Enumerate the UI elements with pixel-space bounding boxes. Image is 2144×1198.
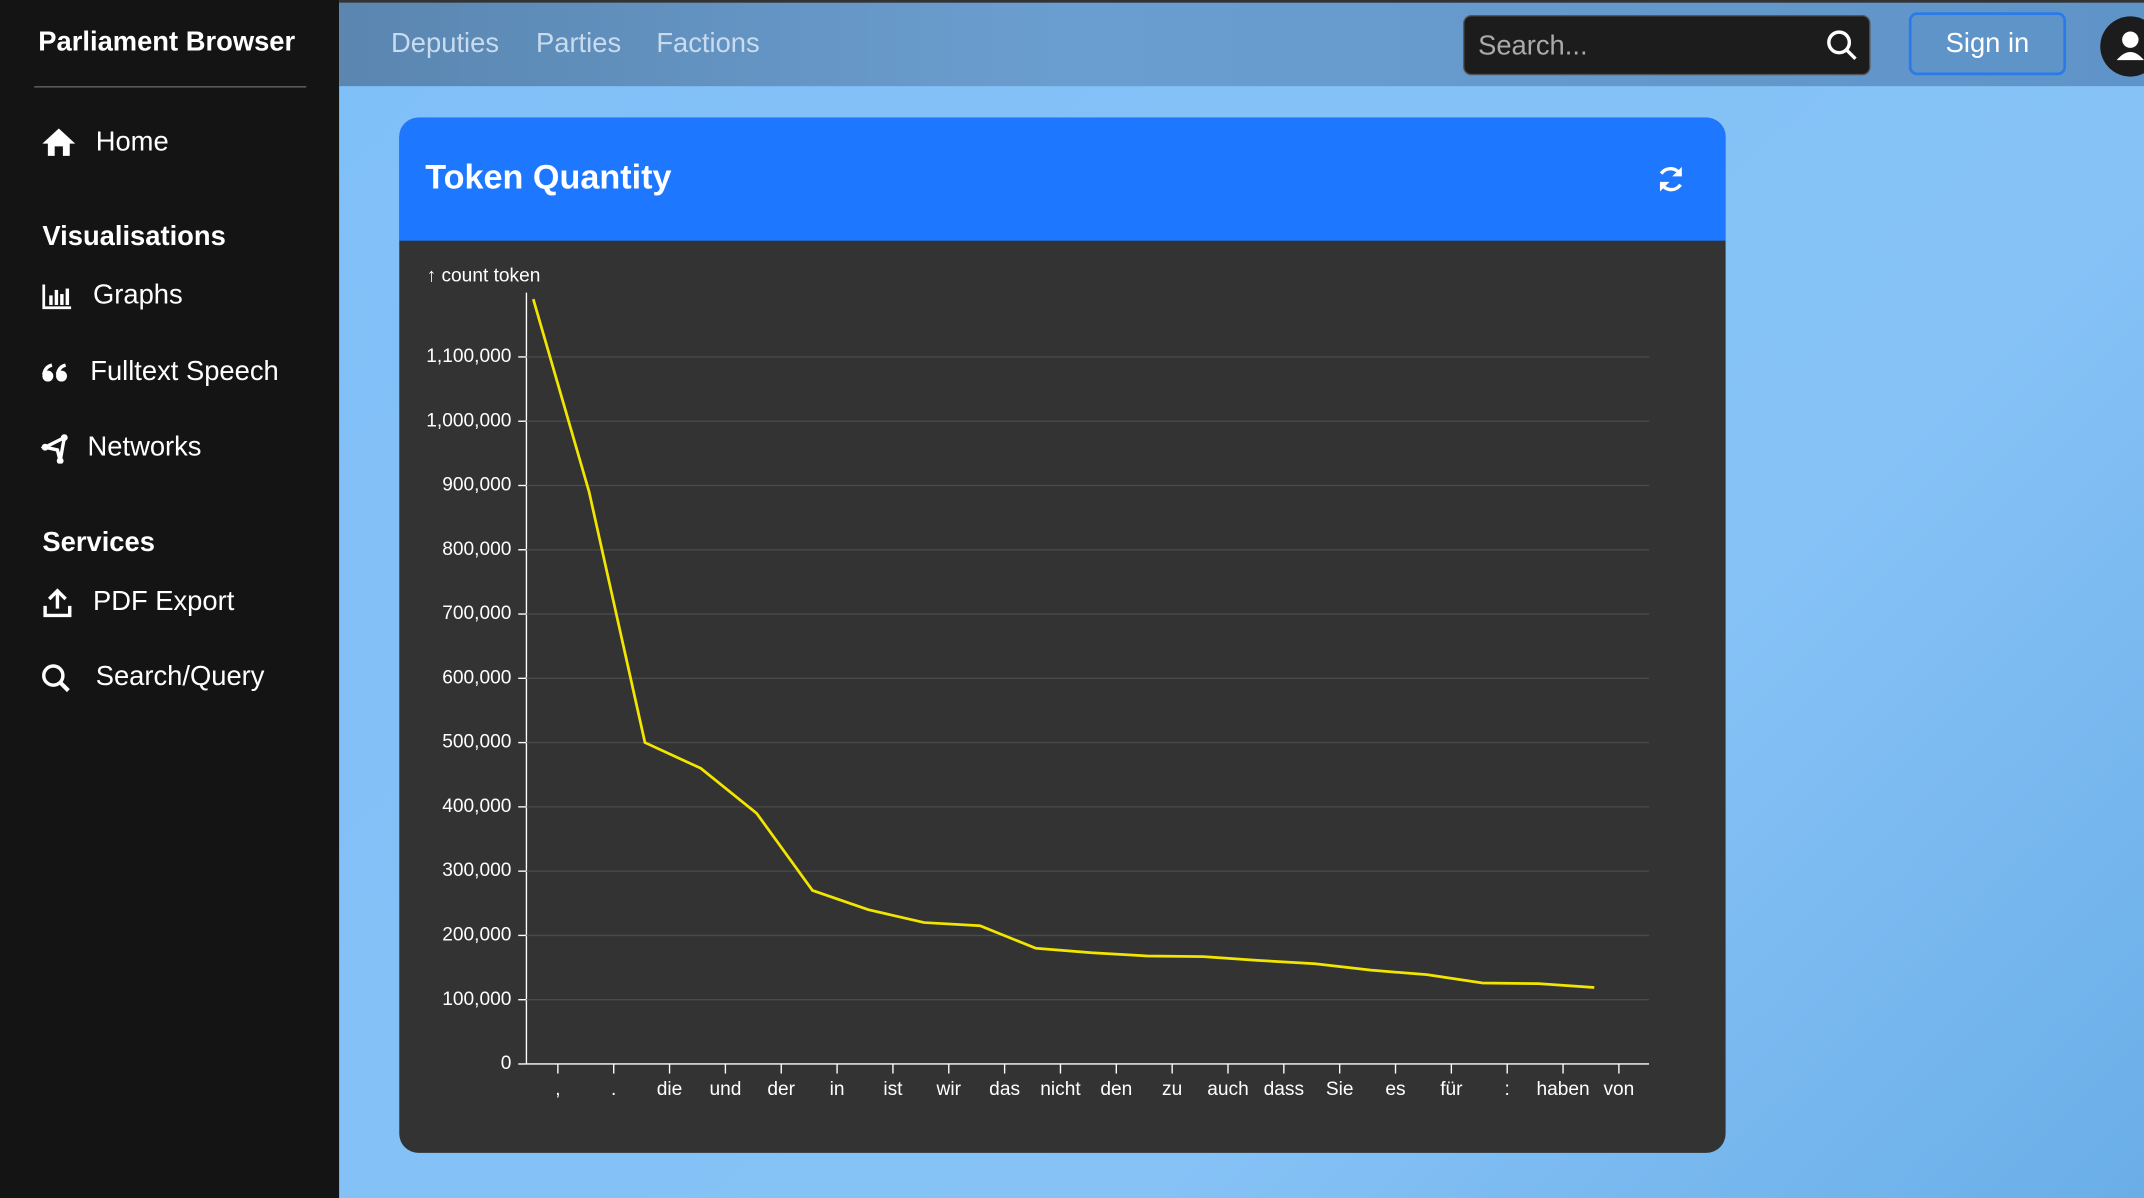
search-icon[interactable] xyxy=(1825,29,1858,62)
y-tick-label: 200,000 xyxy=(442,924,511,945)
x-tick-label: . xyxy=(611,1079,616,1100)
y-tick-label: 800,000 xyxy=(442,539,511,560)
x-tick-label: in xyxy=(830,1079,845,1100)
nav-pdf[interactable]: PDF Export xyxy=(41,587,234,618)
x-tick-label: zu xyxy=(1162,1079,1182,1100)
quote-icon xyxy=(42,362,68,381)
network-icon xyxy=(41,433,68,463)
section-title: Visualisations xyxy=(42,221,226,252)
graph-icon xyxy=(42,283,72,309)
x-tick-label: nicht xyxy=(1040,1079,1081,1100)
avatar[interactable] xyxy=(2100,16,2144,77)
y-tick-label: 1,000,000 xyxy=(426,410,511,431)
nav-search[interactable]: Search/Query xyxy=(41,662,264,693)
user-icon xyxy=(2116,31,2144,61)
x-tick-label: für xyxy=(1440,1079,1463,1100)
nav-label: PDF Export xyxy=(92,586,235,617)
chart: ↑ count token 0 100,000 200,000 300,000 400,… xyxy=(426,265,1650,1100)
top-link[interactable]: Factions xyxy=(656,28,760,59)
nav-label: Search/Query xyxy=(95,661,265,692)
nav-fulltext[interactable]: Fulltext Speech xyxy=(41,357,279,388)
y-tick-label: 0 xyxy=(501,1053,512,1074)
x-tick-label: dass xyxy=(1264,1079,1304,1100)
x-tick-label: auch xyxy=(1207,1079,1248,1100)
line xyxy=(531,298,1595,989)
x-tick-label: ist xyxy=(883,1079,903,1100)
x-tick-label: der xyxy=(767,1079,795,1100)
search-icon xyxy=(42,663,70,692)
nav-label: Fulltext Speech xyxy=(90,356,279,388)
nav-graphs[interactable]: Graphs xyxy=(41,280,183,311)
home-icon xyxy=(42,128,76,156)
y-tick-label: 900,000 xyxy=(442,475,511,496)
separator xyxy=(34,86,307,88)
card-header: Token Quantity xyxy=(399,117,1726,241)
y-tick-label: 700,000 xyxy=(442,603,511,624)
x-tick-label: : xyxy=(1505,1079,1510,1100)
x-tick-label: das xyxy=(989,1079,1020,1100)
y-tick-label: 1,100,000 xyxy=(426,346,511,367)
x-tick-label: den xyxy=(1100,1079,1132,1100)
brand[interactable]: Parliament Browser xyxy=(38,27,296,58)
topbar: Deputies Parties Factions Search... Sign… xyxy=(339,0,2144,87)
x-tick-label: haben xyxy=(1536,1079,1589,1100)
x-tick-label: Sie xyxy=(1326,1079,1354,1100)
search-placeholder: Search... xyxy=(1478,31,1588,62)
top-link[interactable]: Deputies xyxy=(391,28,499,59)
x-tick-label: die xyxy=(657,1079,683,1100)
y-axis-label: ↑ count token xyxy=(427,265,541,286)
nav-label: Home xyxy=(95,126,169,157)
x-tick-label: , xyxy=(555,1079,560,1100)
refresh-icon[interactable] xyxy=(1654,163,1687,196)
card: Token Quantity ↑ count token 0 100,000 200… xyxy=(399,117,1726,1153)
x-tick-label: wir xyxy=(936,1079,962,1100)
y-tick-label: 100,000 xyxy=(442,989,511,1010)
y-tick-label: 500,000 xyxy=(442,732,511,753)
nav-label: Graphs xyxy=(92,280,183,311)
x-tick-label: von xyxy=(1603,1079,1634,1100)
search-box[interactable]: Search... xyxy=(1463,15,1871,76)
sidebar: Parliament Browser Home Visualisations G… xyxy=(0,0,340,1198)
top-link[interactable]: Parties xyxy=(536,28,622,59)
section-title: Services xyxy=(42,527,155,558)
y-tick-label: 600,000 xyxy=(442,667,511,688)
sign-in-button[interactable]: Sign in xyxy=(1908,12,2067,76)
x-tick-label: und xyxy=(709,1079,741,1100)
y-tick-label: 300,000 xyxy=(442,860,511,881)
nav-networks[interactable]: Networks xyxy=(41,432,201,463)
export-icon xyxy=(43,587,72,617)
nav-label: Networks xyxy=(87,432,202,463)
x-tick-label: es xyxy=(1385,1079,1405,1100)
card-title: Token Quantity xyxy=(425,158,672,197)
y-tick-label: 400,000 xyxy=(442,796,511,817)
nav-home[interactable]: Home xyxy=(41,126,169,159)
